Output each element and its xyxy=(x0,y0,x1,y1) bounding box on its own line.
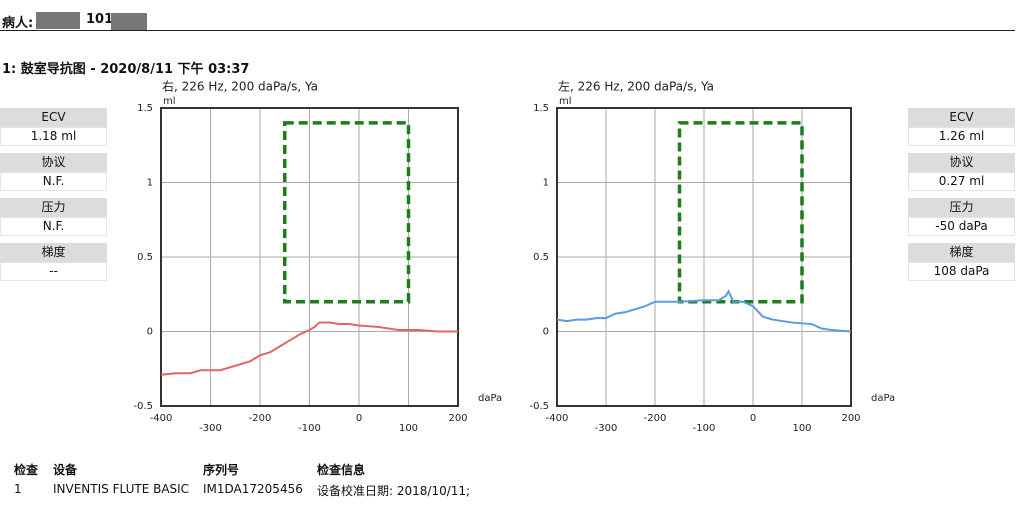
y-tick-label: 1.5 xyxy=(137,103,153,114)
left-panel: ECV 1.18 ml 协议 N.F. 压力 N.F. 梯度 -- xyxy=(0,108,107,288)
y-tick-label: 0.5 xyxy=(533,252,549,263)
panel-item: ECV 1.18 ml xyxy=(0,108,107,146)
patient-label: 病人: xyxy=(2,16,34,31)
item-label: 梯度 xyxy=(908,243,1015,262)
table-cell: 1 xyxy=(14,482,22,496)
item-value: 1.26 ml xyxy=(908,127,1015,146)
x-tick-label: -300 xyxy=(595,423,618,434)
panel-item: 梯度 -- xyxy=(0,243,107,281)
table-header: 检查 xyxy=(14,463,39,477)
x-tick-label: -200 xyxy=(249,413,272,424)
chart-title: 左, 226 Hz, 200 daPa/s, Ya xyxy=(558,79,714,94)
data-line xyxy=(160,321,458,376)
panel-item: 协议 0.27 ml xyxy=(908,153,1015,191)
section-title: 1: 鼓室导抗图 - 2020/8/11 下午 03:37 xyxy=(2,62,250,77)
x-tick-label: 0 xyxy=(750,413,756,424)
x-axis-label: daPa xyxy=(478,393,502,404)
table-header: 设备 xyxy=(53,463,78,477)
item-label: 协议 xyxy=(908,153,1015,172)
panel-item: 压力 N.F. xyxy=(0,198,107,236)
header-rule xyxy=(0,30,1015,31)
x-tick-label: -400 xyxy=(150,413,173,424)
x-tick-label: -200 xyxy=(644,413,667,424)
panel-item: 协议 N.F. xyxy=(0,153,107,191)
item-value: 1.18 ml xyxy=(0,127,107,146)
chart-title: 右, 226 Hz, 200 daPa/s, Ya xyxy=(162,79,318,94)
item-label: ECV xyxy=(908,108,1015,127)
x-axis-label: daPa xyxy=(871,393,895,404)
item-value: -50 daPa xyxy=(908,217,1015,236)
y-tick-label: 1.5 xyxy=(533,103,549,114)
table-header: 检查信息 xyxy=(317,463,366,477)
table-header: 序列号 xyxy=(203,463,240,477)
x-tick-label: 200 xyxy=(841,413,860,424)
y-tick-label: 0.5 xyxy=(137,252,153,263)
target-region xyxy=(283,121,411,304)
right-panel: ECV 1.26 ml 协议 0.27 ml 压力 -50 daPa 梯度 108 daPa xyxy=(908,108,1015,288)
panel-item: ECV 1.26 ml xyxy=(908,108,1015,146)
x-tick-label: 200 xyxy=(448,413,467,424)
y-axis-label: ml xyxy=(163,96,176,107)
table-cell: IM1DA17205456 xyxy=(203,482,303,496)
data-line xyxy=(556,289,852,333)
x-tick-label: -400 xyxy=(546,413,569,424)
item-label: 压力 xyxy=(0,198,107,217)
charts: 右, 226 Hz, 200 daPa/s, Ya ml daPa 1.5 1 0.5 0 -… xyxy=(133,79,895,435)
x-tick-label: -100 xyxy=(298,423,321,434)
redaction xyxy=(36,12,80,29)
x-tick-label: 100 xyxy=(792,423,811,434)
item-label: 协议 xyxy=(0,153,107,172)
table-cell: INVENTIS FLUTE BASIC xyxy=(53,482,190,496)
item-value: 0.27 ml xyxy=(908,172,1015,191)
item-label: ECV xyxy=(0,108,107,127)
x-tick-label: 0 xyxy=(356,413,362,424)
panel-item: 梯度 108 daPa xyxy=(908,243,1015,281)
plot-frame xyxy=(160,107,459,407)
item-value: -- xyxy=(0,262,107,281)
item-label: 压力 xyxy=(908,198,1015,217)
y-tick-label: 1 xyxy=(147,178,153,189)
panel-item: 压力 -50 daPa xyxy=(908,198,1015,236)
plot-frame xyxy=(556,107,852,407)
item-value: 108 daPa xyxy=(908,262,1015,281)
y-tick-label: 1 xyxy=(543,178,549,189)
x-tick-label: -100 xyxy=(693,423,716,434)
y-axis-label: ml xyxy=(559,96,572,107)
item-value: N.F. xyxy=(0,172,107,191)
redaction xyxy=(111,13,147,30)
patient-id: 101 xyxy=(86,12,114,27)
y-tick-label: 0 xyxy=(147,327,153,338)
y-tick-label: -0.5 xyxy=(529,401,549,412)
target-region xyxy=(677,121,804,304)
y-tick-label: 0 xyxy=(543,327,549,338)
item-value: N.F. xyxy=(0,217,107,236)
table-cell: 设备校准日期: 2018/10/11; xyxy=(317,484,471,498)
y-tick-label: -0.5 xyxy=(133,401,153,412)
x-tick-label: -300 xyxy=(199,423,222,434)
item-label: 梯度 xyxy=(0,243,107,262)
x-tick-label: 100 xyxy=(399,423,418,434)
